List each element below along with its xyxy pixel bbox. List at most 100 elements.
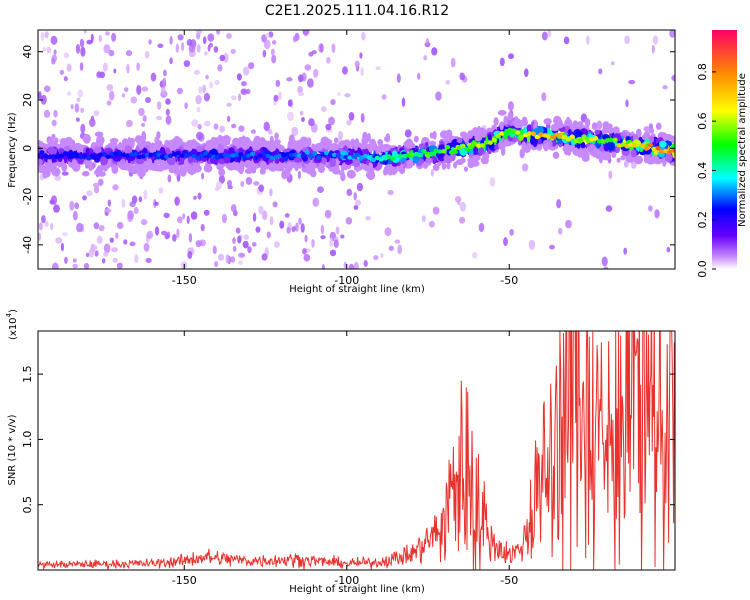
- heatmap-speckle: [230, 204, 237, 213]
- heatmap-ridge-cell: [667, 150, 673, 155]
- heatmap-speckle: [38, 91, 42, 100]
- heatmap-speckle: [162, 77, 167, 88]
- heatmap-ridge-cell: [519, 134, 525, 139]
- heatmap-speckle: [227, 179, 232, 187]
- heatmap-speckle: [109, 237, 115, 243]
- heatmap-speckle: [353, 205, 359, 210]
- heatmap-speckle: [266, 231, 271, 239]
- heatmap-cell: [299, 140, 308, 148]
- heatmap-speckle: [175, 43, 179, 53]
- heatmap-speckle: [142, 115, 147, 122]
- heatmap-ridge-cell: [370, 157, 376, 163]
- heatmap-speckle: [333, 239, 339, 248]
- snr-scale-factor: (x104): [5, 309, 19, 340]
- heatmap-ridge-cell: [499, 131, 505, 136]
- heatmap-speckle: [317, 186, 324, 194]
- heatmap-speckle: [219, 54, 226, 62]
- heatmap-speckle: [242, 240, 249, 249]
- heatmap-speckle: [60, 242, 64, 252]
- heatmap-speckle: [209, 81, 213, 89]
- heatmap-speckle: [326, 57, 331, 64]
- heatmap-speckle: [428, 220, 435, 228]
- heatmap-speckle: [163, 69, 167, 77]
- heatmap-speckle: [541, 92, 547, 102]
- heatmap-speckle: [105, 208, 112, 213]
- heatmap-speckle: [43, 85, 51, 93]
- heatmap-cell: [93, 146, 102, 154]
- heatmap-cell: [187, 141, 193, 152]
- heatmap-cell: [167, 157, 176, 166]
- spectrogram-frame: [37, 29, 676, 270]
- heatmap-speckle: [134, 254, 139, 264]
- heatmap-cell: [312, 144, 319, 152]
- heatmap-ridge-cell: [511, 128, 517, 133]
- heatmap-speckle: [203, 92, 210, 102]
- heatmap-speckle: [271, 40, 277, 45]
- heatmap-speckle: [654, 209, 660, 219]
- heatmap-ridge-cell: [495, 133, 501, 139]
- heatmap-cell: [480, 128, 488, 138]
- heatmap-ridge-cell: [526, 131, 533, 136]
- heatmap-speckle: [52, 262, 59, 269]
- heatmap-speckle: [320, 224, 325, 235]
- heatmap-ridge-cell: [378, 157, 384, 162]
- heatmap-speckle: [240, 88, 248, 95]
- heatmap-speckle: [247, 246, 252, 254]
- heatmap-speckle: [508, 53, 514, 60]
- heatmap-speckle: [255, 226, 261, 233]
- heatmap-cell: [428, 140, 437, 147]
- chart-title: C2E1.2025.111.04.16.R12: [265, 3, 449, 19]
- y-tick-label: 1.0: [21, 431, 34, 449]
- y-tick-label: 40: [21, 45, 34, 59]
- heatmap-speckle: [116, 262, 123, 269]
- heatmap-cell: [154, 159, 161, 165]
- heatmap-cell: [592, 152, 601, 158]
- heatmap-ridge-cell: [113, 151, 119, 157]
- heatmap-cell: [552, 151, 560, 159]
- snr-frame: [37, 330, 676, 571]
- heatmap-speckle: [397, 244, 403, 255]
- heatmap-cell: [218, 168, 226, 177]
- heatmap-cell: [662, 132, 668, 142]
- heatmap-cell: [45, 163, 50, 170]
- heatmap-cell: [195, 145, 204, 152]
- heatmap-speckle: [262, 49, 267, 58]
- heatmap-cell: [413, 135, 419, 143]
- heatmap-ridge-cell: [452, 149, 458, 154]
- heatmap-speckle: [187, 251, 193, 259]
- heatmap-ridge-cell: [156, 152, 162, 157]
- heatmap-ridge-cell: [441, 149, 447, 154]
- heatmap-speckle: [51, 119, 57, 127]
- heatmap-ridge-cell: [242, 154, 248, 160]
- heatmap-speckle: [103, 243, 111, 254]
- heatmap-speckle: [423, 55, 428, 61]
- heatmap-speckle: [360, 113, 365, 123]
- colorbar-tick-label: 0.6: [696, 112, 709, 130]
- heatmap-speckle: [303, 253, 311, 262]
- heatmap-speckle: [216, 30, 220, 35]
- heatmap-speckle: [80, 107, 85, 114]
- heatmap-cell: [536, 144, 543, 151]
- heatmap-ridge-cell: [359, 155, 365, 160]
- heatmap-speckle: [354, 199, 362, 206]
- heatmap-ridge-cell: [671, 148, 675, 153]
- spectrogram-y-label: Frequency (Hz): [7, 112, 18, 188]
- heatmap-cell: [570, 137, 577, 146]
- heatmap-speckle: [213, 46, 219, 53]
- heatmap-ridge-cell: [409, 152, 415, 157]
- heatmap-ridge-cell: [394, 153, 400, 158]
- x-tick-label: -150: [172, 274, 197, 287]
- heatmap-ridge-cell: [164, 154, 170, 159]
- heatmap-cell: [268, 162, 274, 172]
- heatmap-speckle: [669, 30, 675, 38]
- heatmap-ridge-cell: [437, 149, 443, 154]
- heatmap-speckle: [191, 119, 199, 127]
- heatmap-cell: [330, 142, 339, 152]
- heatmap-ridge-cell: [308, 154, 314, 159]
- heatmap-speckle: [103, 251, 109, 257]
- heatmap-speckle: [353, 192, 357, 201]
- heatmap-ridge-cell: [448, 150, 454, 155]
- heatmap-speckle: [238, 252, 246, 258]
- heatmap-speckle: [348, 263, 355, 269]
- heatmap-ridge-cell: [616, 143, 622, 148]
